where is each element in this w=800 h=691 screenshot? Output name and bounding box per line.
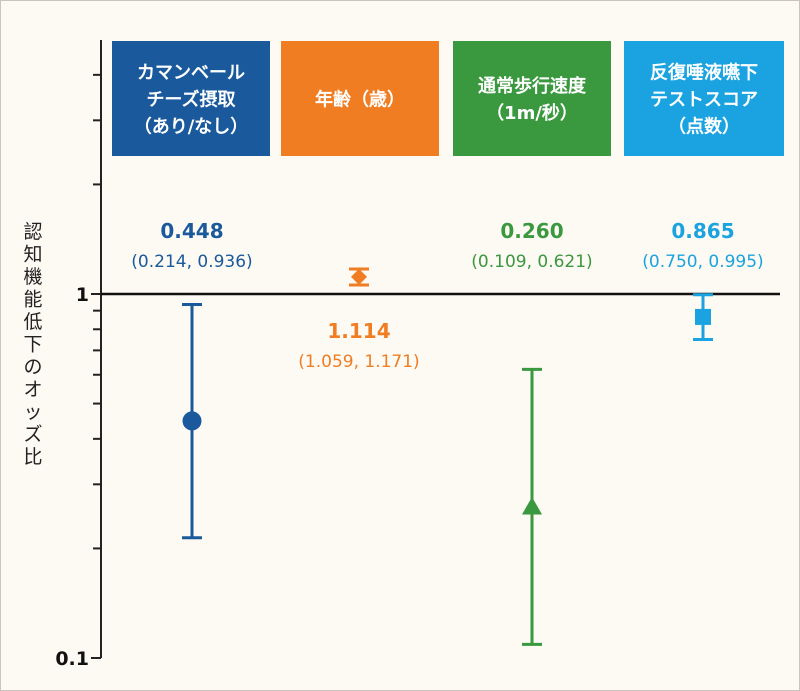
y-axis-label: 認知機能低下のオッズ比 — [23, 221, 42, 468]
odds-ratio-label: 1.114 — [327, 319, 390, 343]
category-headers: カマンベールチーズ摂取（あり/なし） 年齢（歳） 通常歩行速度（1m/秒） 反復唾液嚥… — [112, 41, 784, 156]
axis-layer: 1 0.1 認知機能低下のオッズ比 — [23, 40, 780, 670]
category-header-box — [112, 41, 270, 156]
odds-ratio-label: 0.260 — [500, 219, 563, 243]
point-marker-diamond — [351, 268, 367, 285]
category-label: 反復唾液嚥下テストスコア（点数） — [650, 62, 758, 138]
ci-label: (1.059, 1.171) — [298, 352, 419, 372]
point-marker-triangle — [522, 496, 542, 515]
y-tick-label: 0.1 — [55, 648, 89, 670]
category-header-box — [624, 41, 784, 156]
point-marker-circle — [182, 411, 202, 431]
ci-label: (0.109, 0.621) — [471, 252, 592, 272]
ci-label: (0.214, 0.936) — [131, 252, 252, 272]
odds-ratio-label: 0.448 — [160, 219, 223, 243]
category-label: カマンベールチーズ摂取（あり/なし） — [134, 63, 249, 138]
category-header-box — [453, 41, 611, 156]
data-marks — [182, 267, 713, 646]
point-marker-square — [695, 308, 711, 325]
value-labels: 0.448 (0.214, 0.936) 1.114 (1.059, 1.171) 0.… — [131, 219, 763, 372]
ci-label: (0.750, 0.995) — [642, 252, 763, 272]
category-label: 年齢（歳） — [315, 89, 405, 111]
y-tick-label: 1 — [76, 284, 89, 306]
category-label: 通常歩行速度（1m/秒） — [478, 75, 587, 124]
category-header-box — [281, 41, 439, 156]
odds-ratio-label: 0.865 — [671, 219, 734, 243]
